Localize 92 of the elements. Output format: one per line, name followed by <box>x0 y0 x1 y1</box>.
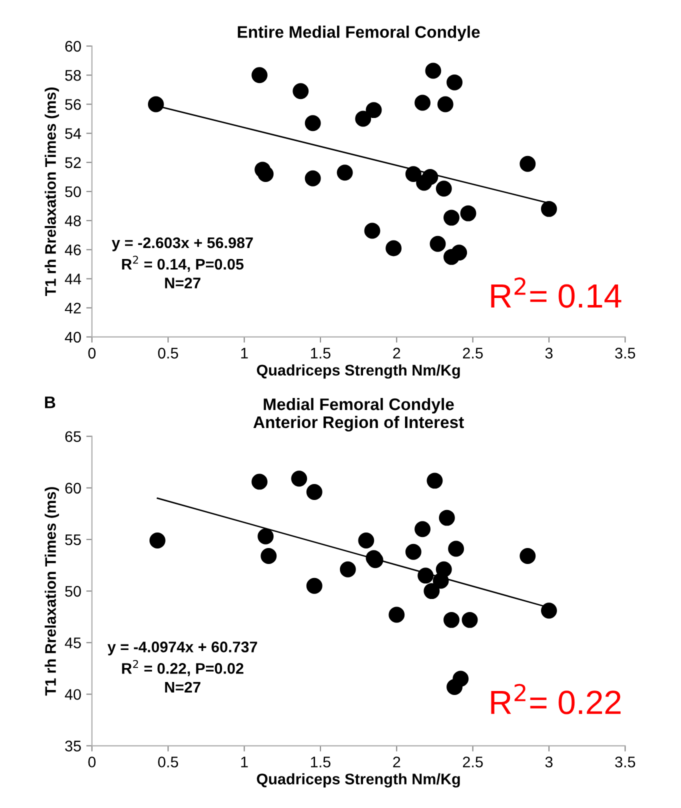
point <box>258 528 274 544</box>
point <box>405 544 422 560</box>
x-tick-label: 0.5 <box>158 756 178 768</box>
y-tick-label: 54 <box>65 128 82 140</box>
point <box>304 115 321 132</box>
x-tick-label: 3 <box>545 756 553 768</box>
y-tick-label: 52 <box>65 157 81 168</box>
point <box>460 205 476 222</box>
point <box>462 612 478 628</box>
point <box>364 222 380 239</box>
chart-title: Entire Medial Femoral Condyle <box>238 26 480 42</box>
x-tick-label: 1.5 <box>311 756 330 768</box>
text: B <box>45 396 56 408</box>
x-tick-label: 2 <box>393 348 400 358</box>
point <box>430 236 446 252</box>
point <box>149 532 166 548</box>
y-tick-label: 65 <box>65 431 81 442</box>
point <box>520 548 536 564</box>
point <box>418 568 434 584</box>
point <box>252 67 268 84</box>
chart-title: Medial Femoral Condyle Anterior Region of Interest <box>253 398 464 432</box>
point <box>444 210 460 226</box>
x-tick-label: 1 <box>241 348 248 358</box>
x-tick-label: 2 <box>393 756 400 768</box>
point <box>541 200 557 217</box>
annotation: R$^{2}$= 0.14 <box>491 277 622 308</box>
y-tick-label: 46 <box>64 244 81 256</box>
y-tick-label: 60 <box>65 40 81 52</box>
point <box>414 94 431 111</box>
y-tick-label: 44 <box>64 274 82 284</box>
point <box>541 602 557 619</box>
x-tick-label: 1 <box>241 756 248 768</box>
point <box>358 532 374 548</box>
x-tick-label: 3.5 <box>615 756 636 768</box>
y-tick-label: 42 <box>64 302 81 314</box>
point <box>291 470 308 487</box>
y-axis-title: T1 rh Rrelaxation Times (ms) <box>44 88 59 296</box>
y-axis-title: T1 rh Rrelaxation Times (ms) <box>44 487 59 696</box>
point <box>425 62 442 79</box>
point <box>414 521 431 538</box>
point <box>452 670 469 687</box>
point <box>260 548 277 564</box>
y-tick-label: 50 <box>65 186 81 198</box>
annotation: y = -4.0974x + 60.737 R$^{2}$ = 0.22, P=0.02 N=27 <box>108 642 258 693</box>
point <box>258 166 274 182</box>
y-tick-label: 60 <box>65 482 81 494</box>
point <box>386 240 402 256</box>
x-axis-title: Quadriceps Strength Nm/Kg <box>256 364 460 379</box>
point <box>148 96 164 112</box>
x-tick-label: 0.5 <box>158 348 178 359</box>
point <box>451 244 468 261</box>
point <box>336 164 353 181</box>
point <box>355 110 372 127</box>
y-tick-label: 58 <box>65 70 81 81</box>
x-tick-label: 2.5 <box>462 756 483 768</box>
x-tick-label: 1.5 <box>311 348 330 359</box>
x-tick-label: 0 <box>88 348 96 359</box>
point <box>366 102 382 118</box>
point <box>306 484 322 500</box>
point <box>424 583 440 600</box>
point <box>405 166 422 182</box>
point <box>446 74 463 90</box>
point <box>444 612 460 628</box>
y-tick-label: 40 <box>64 689 81 700</box>
y-tick-label: 45 <box>64 638 81 648</box>
x-axis-title: Quadriceps Strength Nm/Kg <box>256 773 460 788</box>
y-tick-label: 50 <box>65 586 81 597</box>
point <box>306 578 322 594</box>
point <box>426 472 443 489</box>
point <box>520 156 536 172</box>
point <box>436 180 452 197</box>
point <box>422 168 438 185</box>
y-tick-label: 48 <box>64 215 81 226</box>
point <box>252 474 268 490</box>
x-tick-label: 3.5 <box>615 348 636 359</box>
point <box>448 540 464 557</box>
point <box>292 83 309 100</box>
y-tick-label: 55 <box>65 534 81 546</box>
annotation: R$^{2}$= 0.22 <box>491 684 621 714</box>
x-tick-label: 3 <box>545 348 553 359</box>
annotation: y = -2.603x + 56.987 R$^{2}$ = 0.14, P=0.05 N=27 <box>112 237 253 288</box>
point <box>437 96 454 112</box>
point <box>388 606 405 623</box>
x-tick-label: 2.5 <box>462 348 483 359</box>
y-tick-label: 56 <box>65 99 81 110</box>
point <box>438 510 455 526</box>
point <box>304 170 321 186</box>
point <box>340 561 356 578</box>
point <box>436 561 452 578</box>
y-tick-label: 35 <box>65 740 81 752</box>
x-tick-label: 0 <box>88 756 96 768</box>
y-tick-label: 40 <box>64 332 81 343</box>
